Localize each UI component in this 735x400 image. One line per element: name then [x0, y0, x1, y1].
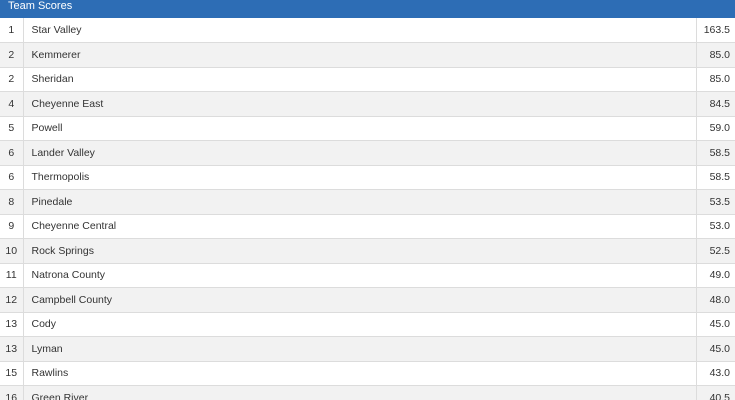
table-row: 2 Kemmerer 85.0 [0, 42, 735, 68]
score-cell: 48.0 [695, 287, 735, 313]
rank-cell: 12 [0, 287, 24, 313]
table-row: 11 Natrona County 49.0 [0, 263, 735, 288]
team-cell: Cheyenne Central [23, 214, 696, 239]
team-scores-table: 1 Star Valley 163.5 2 Kemmerer 85.0 2 Sheridan 8… [0, 18, 735, 400]
table-title: Team Scores [8, 0, 73, 12]
score-cell: 84.5 [695, 91, 735, 117]
rank-cell: 15 [0, 361, 24, 386]
rank-cell: 13 [0, 312, 24, 337]
rank-cell: 9 [0, 214, 24, 239]
score-cell: 45.0 [695, 336, 735, 362]
score-cell: 163.5 [695, 18, 735, 43]
team-cell: Kemmerer [23, 42, 696, 68]
table-row: 5 Powell 59.0 [0, 116, 735, 141]
table-row: 13 Lyman 45.0 [0, 336, 735, 362]
score-cell: 52.5 [695, 238, 735, 264]
rank-cell: 10 [0, 238, 24, 264]
team-cell: Rawlins [23, 361, 696, 386]
score-cell: 85.0 [695, 42, 735, 68]
table-row: 4 Cheyenne East 84.5 [0, 91, 735, 117]
rank-cell: 4 [0, 91, 24, 117]
team-cell: Powell [23, 116, 696, 141]
team-cell: Lyman [23, 336, 696, 362]
table-row: 16 Green River 40.5 [0, 385, 735, 400]
team-cell: Pinedale [23, 189, 696, 215]
rank-cell: 1 [0, 18, 24, 43]
table-row: 9 Cheyenne Central 53.0 [0, 214, 735, 239]
rank-cell: 5 [0, 116, 24, 141]
team-cell: Campbell County [23, 287, 696, 313]
table-row: 8 Pinedale 53.5 [0, 189, 735, 215]
team-cell: Cody [23, 312, 696, 337]
score-cell: 58.5 [695, 140, 735, 166]
rank-cell: 2 [0, 42, 24, 68]
rank-cell: 6 [0, 140, 24, 166]
score-cell: 59.0 [695, 116, 735, 141]
team-scores-header: Team Scores [0, 0, 735, 18]
table-row: 15 Rawlins 43.0 [0, 361, 735, 386]
table-row: 12 Campbell County 48.0 [0, 287, 735, 313]
table-row: 2 Sheridan 85.0 [0, 67, 735, 92]
score-cell: 58.5 [695, 165, 735, 190]
team-cell: Rock Springs [23, 238, 696, 264]
score-cell: 43.0 [695, 361, 735, 386]
rank-cell: 6 [0, 165, 24, 190]
rank-cell: 8 [0, 189, 24, 215]
rank-cell: 16 [0, 385, 24, 400]
score-cell: 53.5 [695, 189, 735, 215]
score-cell: 53.0 [695, 214, 735, 239]
table-row: 1 Star Valley 163.5 [0, 18, 735, 43]
rank-cell: 13 [0, 336, 24, 362]
score-cell: 85.0 [695, 67, 735, 92]
team-cell: Sheridan [23, 67, 696, 92]
table-row: 6 Thermopolis 58.5 [0, 165, 735, 190]
team-cell: Green River [23, 385, 696, 400]
table-row: 10 Rock Springs 52.5 [0, 238, 735, 264]
team-cell: Thermopolis [23, 165, 696, 190]
team-cell: Lander Valley [23, 140, 696, 166]
team-cell: Cheyenne East [23, 91, 696, 117]
team-cell: Star Valley [23, 18, 696, 43]
score-cell: 40.5 [695, 385, 735, 400]
score-cell: 49.0 [695, 263, 735, 288]
score-cell: 45.0 [695, 312, 735, 337]
table-row: 6 Lander Valley 58.5 [0, 140, 735, 166]
team-cell: Natrona County [23, 263, 696, 288]
table-row: 13 Cody 45.0 [0, 312, 735, 337]
rank-cell: 2 [0, 67, 24, 92]
rank-cell: 11 [0, 263, 24, 288]
